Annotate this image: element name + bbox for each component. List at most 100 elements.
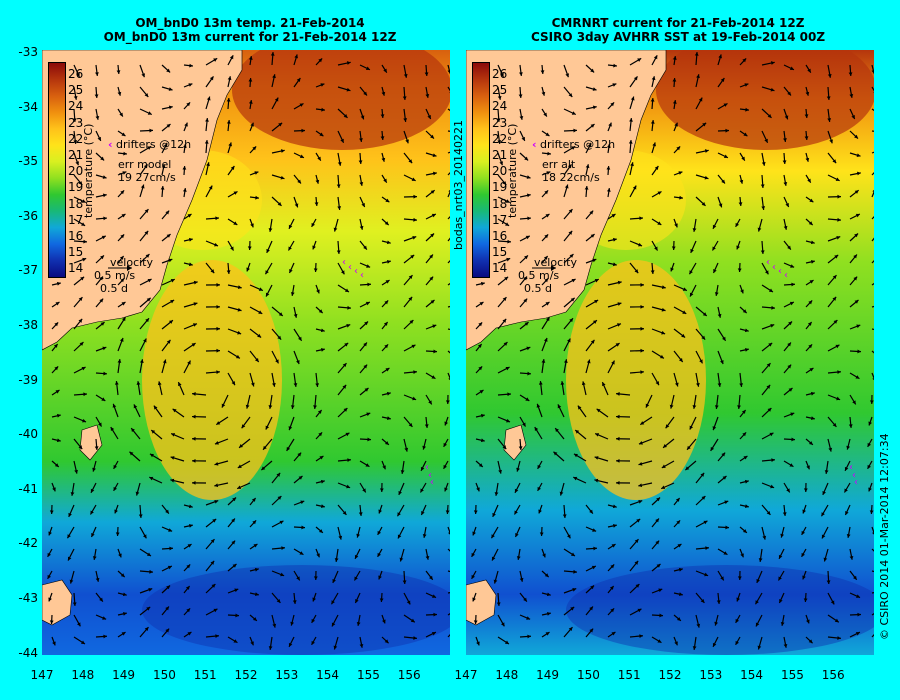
velocity-arrowhead (637, 58, 642, 62)
velocity-arrowhead (784, 115, 789, 120)
velocity-arrowhead (297, 452, 302, 457)
velocity-arrowhead (76, 622, 81, 627)
velocity-arrowhead (742, 58, 747, 63)
velocity-arrowhead (386, 259, 391, 264)
velocity-arrowhead (650, 98, 655, 102)
velocity-arrowhead (801, 552, 805, 557)
velocity-arrowhead (559, 491, 564, 496)
velocity-arrowhead (184, 122, 188, 127)
velocity-arrowhead (655, 518, 659, 523)
velocity-arrowhead (650, 120, 655, 124)
velocity-arrowhead (337, 161, 342, 166)
velocity-arrowhead (321, 107, 325, 112)
hot-water (232, 50, 450, 150)
right-title-line2: CSIRO 3day AVHRR SST at 19-Feb-2014 00Z (530, 30, 826, 44)
drifter-marker: ‹ (854, 477, 858, 488)
colorbar-tick-label: 22 (492, 131, 508, 146)
velocity-arrowhead (514, 510, 518, 515)
velocity-arrowhead (385, 367, 390, 372)
velocity-arrowhead (380, 114, 385, 118)
velocity-arrowhead (187, 360, 191, 365)
velocity-arrowhead (254, 171, 259, 175)
velocity-arrowhead (823, 557, 828, 562)
velocity-arrowhead (383, 68, 387, 73)
velocity-arrowhead (248, 100, 253, 104)
velocity-arrowhead (670, 267, 674, 272)
velocity-arrowhead (737, 268, 742, 272)
velocity-arrow (447, 548, 450, 552)
velocity-arrowhead (616, 392, 620, 396)
velocity-arrowhead (672, 56, 677, 60)
velocity-arrowhead (690, 248, 694, 253)
velocity-arrowhead (592, 105, 597, 110)
velocity-arrowhead (342, 363, 347, 368)
velocity-arrowhead (807, 178, 811, 183)
y-tick-label: -38 (18, 318, 38, 332)
y-tick-label: -42 (18, 536, 38, 551)
velocity-arrowhead (713, 269, 717, 274)
velocity-arrowhead (79, 342, 84, 346)
velocity-arrowhead (640, 282, 644, 287)
velocity-arrowhead (654, 166, 659, 171)
velocity-arrowhead (212, 518, 217, 523)
velocity-arrow (871, 172, 874, 176)
velocity-arrowhead (444, 421, 448, 426)
velocity-arrowhead (216, 370, 220, 375)
velocity-arrowhead (187, 631, 192, 636)
velocity-arrowhead (735, 222, 739, 227)
velocity-arrowhead (100, 156, 105, 161)
velocity-arrowhead (413, 217, 417, 222)
velocity-arrow (871, 305, 874, 308)
velocity-arrowhead (313, 576, 318, 580)
velocity-arrowhead (575, 430, 580, 434)
y-tick-label: -39 (18, 372, 38, 387)
velocity-arrowhead (94, 94, 99, 98)
velocity-arrowhead (739, 383, 744, 387)
velocity-arrowhead (67, 534, 71, 539)
x-tick-label: 156 (821, 668, 845, 682)
velocity-arrowhead (230, 246, 234, 251)
velocity-arrowhead (166, 339, 171, 344)
velocity-arrowhead (848, 72, 853, 76)
velocity-arrowhead (145, 318, 149, 323)
velocity-arrowhead (524, 322, 529, 326)
velocity-arrowhead (365, 463, 370, 467)
velocity-arrowhead (251, 497, 256, 502)
velocity-arrowhead (696, 382, 700, 387)
velocity-arrowhead (278, 312, 283, 316)
velocity-arrowhead (347, 458, 351, 463)
velocity-arrowhead (696, 74, 700, 79)
velocity-arrowhead (524, 156, 529, 161)
velocity-arrowhead (855, 632, 860, 636)
drifter-marker: ‹ (348, 262, 352, 273)
velocity-arrowhead (265, 425, 270, 430)
velocity-arrowhead (432, 594, 437, 598)
velocity-arrowhead (95, 72, 99, 76)
velocity-arrowhead (770, 87, 775, 92)
velocity-arrowhead (210, 560, 215, 565)
velocity-arrowhead (723, 103, 728, 107)
velocity-arrowhead (363, 342, 367, 347)
x-tick-label: 152 (234, 668, 258, 682)
velocity-arrowhead (237, 285, 242, 290)
velocity-arrowhead (761, 161, 766, 166)
velocity-arrowhead (48, 531, 52, 536)
velocity-arrowhead (590, 68, 595, 73)
velocity-arrowhead (788, 388, 793, 392)
velocity-arrows (471, 51, 874, 650)
velocity-arrowhead (872, 532, 874, 535)
velocity-arrowhead (497, 140, 502, 144)
velocity-arrowhead (121, 302, 126, 306)
velocity-arrow (871, 570, 874, 573)
velocity-arrowhead (854, 134, 858, 139)
velocity-arrowhead (377, 530, 382, 535)
velocity-arrowhead (227, 76, 232, 81)
velocity-arrowhead (384, 639, 389, 644)
cold-water (566, 565, 874, 655)
velocity-arrowhead (153, 405, 158, 410)
velocity-arrow (871, 282, 874, 286)
velocity-arrowhead (187, 544, 192, 548)
velocity-arrowhead (296, 360, 300, 365)
velocity-arrowhead (160, 186, 165, 190)
velocity-arrowhead (91, 533, 95, 538)
